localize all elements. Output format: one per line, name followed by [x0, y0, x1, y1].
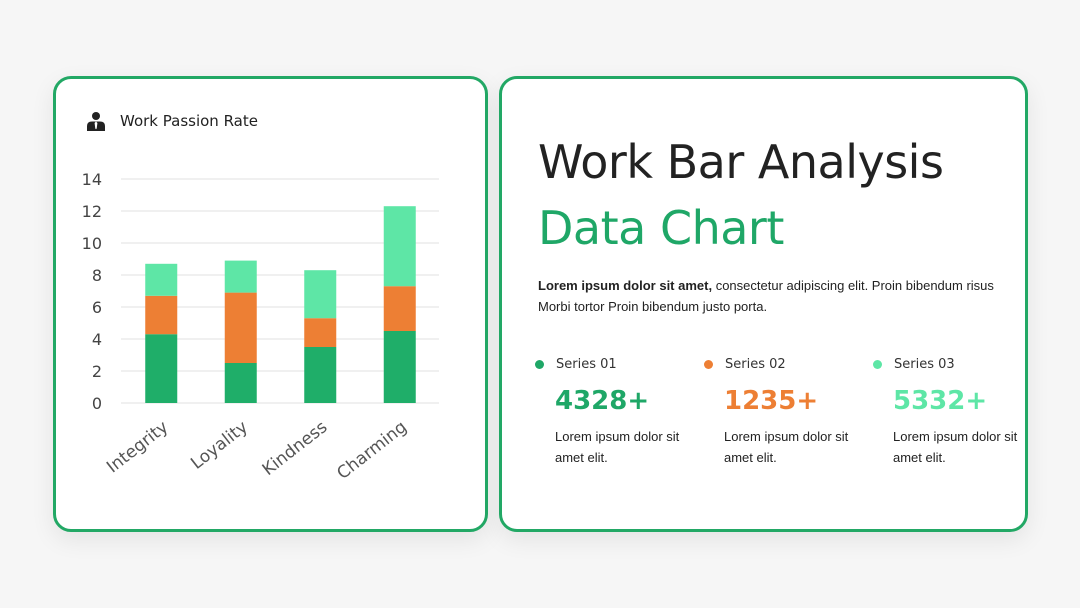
- x-tick-label: Loyality: [187, 417, 252, 474]
- series-name: Series 03: [894, 357, 955, 372]
- y-tick-label: 4: [92, 330, 102, 349]
- bar-segment: [383, 206, 416, 287]
- heading-secondary: Data Chart: [538, 201, 784, 255]
- heading-primary: Work Bar Analysis: [538, 135, 944, 189]
- x-tick-label: Integrity: [103, 417, 172, 477]
- series-item: Series 01 4328+ Lorem ipsum dolor sit am…: [535, 357, 679, 468]
- series-note: Lorem ipsum dolor sit amet elit.: [724, 429, 849, 465]
- description-rest: consectetur adipiscing elit. Proin biben…: [538, 278, 994, 314]
- series-dot: [873, 360, 882, 369]
- bar-segment: [224, 363, 257, 403]
- y-tick-label: 0: [92, 394, 102, 413]
- chart-card: Work Passion Rate 0 2 4 6 8 10 12 14 Integrity Lo…: [53, 76, 488, 532]
- bar-segment: [304, 318, 337, 347]
- y-tick-label: 14: [82, 170, 102, 189]
- series-dot: [535, 360, 544, 369]
- y-tick-label: 2: [92, 362, 102, 381]
- chart-title: Work Passion Rate: [120, 112, 258, 130]
- y-tick-label: 6: [92, 298, 102, 317]
- x-tick-label: Charming: [333, 417, 410, 484]
- series-value: 5332+: [893, 386, 988, 416]
- series-name: Series 01: [556, 357, 617, 372]
- y-tick-label: 10: [82, 234, 102, 253]
- series-dot: [704, 360, 713, 369]
- description: Lorem ipsum dolor sit amet, consectetur …: [538, 275, 1008, 317]
- bar-segment: [145, 263, 178, 296]
- series-note: Lorem ipsum dolor sit amet elit.: [555, 429, 680, 465]
- bar-segment: [383, 331, 416, 403]
- info-card: Work Bar Analysis Data Chart Lorem ipsum…: [499, 76, 1028, 532]
- bar-segment: [224, 260, 257, 293]
- series-value: 1235+: [724, 386, 819, 416]
- y-tick-label: 8: [92, 266, 102, 285]
- person-tie-icon: [86, 111, 106, 131]
- bar-segment: [224, 292, 257, 363]
- bar-segment: [383, 286, 416, 331]
- series-item: Series 02 1235+ Lorem ipsum dolor sit am…: [704, 357, 848, 468]
- series-item: Series 03 5332+ Lorem ipsum dolor sit am…: [873, 357, 1017, 468]
- series-value: 4328+: [555, 386, 650, 416]
- series-note: Lorem ipsum dolor sit amet elit.: [893, 429, 1018, 465]
- bar-segment: [145, 295, 178, 335]
- series-name: Series 02: [725, 357, 786, 372]
- y-tick-label: 12: [82, 202, 102, 221]
- x-tick-label: Kindness: [259, 417, 332, 480]
- chart-header: Work Passion Rate: [86, 111, 258, 131]
- stacked-bar-chart: 0 2 4 6 8 10 12 14 Integrity Loyality Kindness Char…: [82, 170, 439, 484]
- bar-segment: [145, 334, 178, 403]
- bar-segment: [304, 347, 337, 403]
- bar-segment: [304, 270, 337, 319]
- description-bold: Lorem ipsum dolor sit amet,: [538, 278, 713, 293]
